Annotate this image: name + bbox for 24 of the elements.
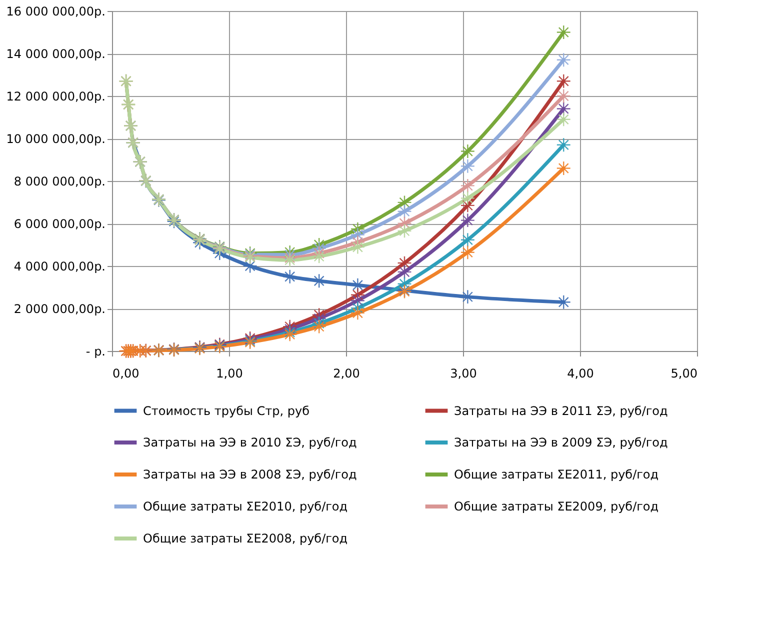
- y-tick-label: 2 000 000,00р.: [14, 302, 106, 316]
- x-tick-label: 1,00: [216, 366, 243, 380]
- y-tick-label: - р.: [86, 344, 106, 358]
- x-tick-label: 0,00: [112, 366, 140, 380]
- legend-label: Затраты на ЭЭ в 2009 ΣЭ, руб/год: [454, 436, 668, 450]
- legend-label: Затраты на ЭЭ в 2010 ΣЭ, руб/год: [143, 436, 357, 450]
- y-tick-label: 6 000 000,00р.: [14, 217, 106, 231]
- legend-label: Стоимость трубы Стр, руб: [143, 404, 310, 418]
- x-tick-label: 4,00: [567, 366, 594, 380]
- legend-label: Общие затраты ΣЕ2011, руб/год: [454, 468, 659, 482]
- y-tick-label: 8 000 000,00р.: [14, 174, 106, 188]
- y-tick-label: 10 000 000,00р.: [6, 132, 106, 146]
- y-tick-label: 12 000 000,00р.: [6, 90, 106, 104]
- legend-label: Затраты на ЭЭ в 2011 ΣЭ, руб/год: [454, 404, 668, 418]
- legend-label: Общие затраты ΣЕ2009, руб/год: [454, 500, 659, 514]
- legend-label: Затраты на ЭЭ в 2008 ΣЭ, руб/год: [143, 468, 357, 482]
- legend-label: Общие затраты ΣЕ2008, руб/год: [143, 532, 348, 546]
- legend-label: Общие затраты ΣЕ2010, руб/год: [143, 500, 348, 514]
- x-tick-label: 5,00: [670, 366, 698, 380]
- x-tick-label: 3,00: [450, 366, 477, 380]
- x-tick-label: 2,00: [333, 366, 360, 380]
- y-tick-label: 4 000 000,00р.: [14, 260, 106, 274]
- y-tick-label: 16 000 000,00р.: [6, 4, 106, 18]
- y-tick-label: 14 000 000,00р.: [6, 47, 106, 61]
